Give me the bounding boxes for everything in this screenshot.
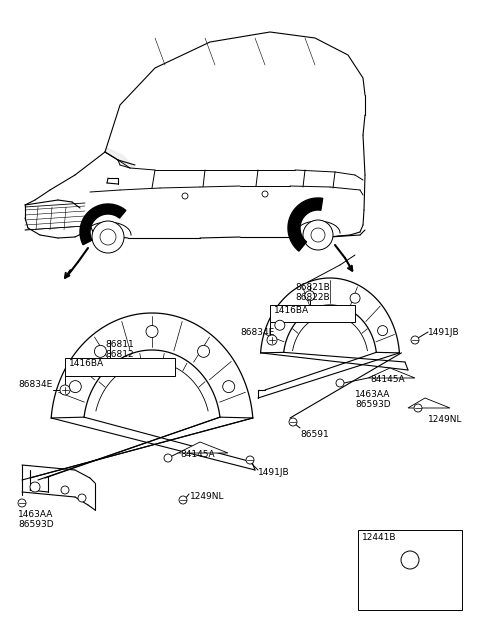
Circle shape: [164, 454, 172, 462]
Circle shape: [311, 228, 325, 242]
Circle shape: [179, 496, 187, 504]
Text: 12441B: 12441B: [362, 533, 396, 542]
Circle shape: [303, 220, 333, 250]
Text: 86593D: 86593D: [18, 520, 54, 529]
Polygon shape: [105, 148, 135, 168]
Circle shape: [401, 551, 419, 569]
Text: 1416BA: 1416BA: [274, 306, 309, 315]
Circle shape: [262, 191, 268, 197]
Circle shape: [61, 486, 69, 494]
Text: 86812: 86812: [105, 350, 133, 359]
Circle shape: [378, 326, 387, 336]
Text: 1491JB: 1491JB: [258, 468, 289, 477]
Circle shape: [60, 385, 70, 395]
Circle shape: [305, 291, 315, 301]
Text: 86593D: 86593D: [355, 400, 391, 409]
Text: 84145A: 84145A: [370, 375, 405, 384]
Bar: [270, 305, 355, 322]
Circle shape: [275, 320, 285, 330]
Text: 86821B: 86821B: [295, 283, 330, 292]
Circle shape: [18, 499, 26, 507]
Circle shape: [223, 381, 235, 392]
Polygon shape: [178, 442, 228, 453]
Text: 86591: 86591: [300, 430, 329, 439]
Polygon shape: [368, 368, 415, 378]
Circle shape: [146, 326, 158, 338]
Text: 86811: 86811: [105, 340, 134, 349]
Text: 1249NL: 1249NL: [190, 492, 225, 501]
Text: 1491JB: 1491JB: [428, 328, 460, 337]
Text: 84145A: 84145A: [180, 450, 215, 459]
Circle shape: [78, 494, 86, 502]
Circle shape: [350, 293, 360, 303]
Circle shape: [92, 221, 124, 253]
Circle shape: [69, 381, 81, 392]
Polygon shape: [80, 204, 126, 245]
Circle shape: [267, 335, 277, 345]
Text: 1463AA: 1463AA: [355, 390, 390, 399]
Polygon shape: [288, 198, 323, 251]
Circle shape: [336, 379, 344, 387]
Circle shape: [198, 345, 210, 357]
Bar: [358, 530, 462, 610]
Polygon shape: [408, 398, 450, 408]
Text: 1463AA: 1463AA: [18, 510, 53, 519]
Circle shape: [246, 456, 254, 464]
Text: 1416BA: 1416BA: [69, 359, 104, 368]
Circle shape: [100, 229, 116, 245]
Circle shape: [30, 482, 40, 492]
Circle shape: [95, 345, 107, 357]
Circle shape: [182, 193, 188, 199]
Circle shape: [411, 336, 419, 344]
Text: 86834E: 86834E: [18, 380, 52, 389]
Circle shape: [289, 418, 297, 426]
Bar: [65, 358, 175, 376]
Text: 86834E: 86834E: [240, 328, 274, 337]
Text: 86822B: 86822B: [295, 293, 330, 302]
Circle shape: [414, 404, 422, 412]
Text: 1249NL: 1249NL: [428, 415, 463, 424]
